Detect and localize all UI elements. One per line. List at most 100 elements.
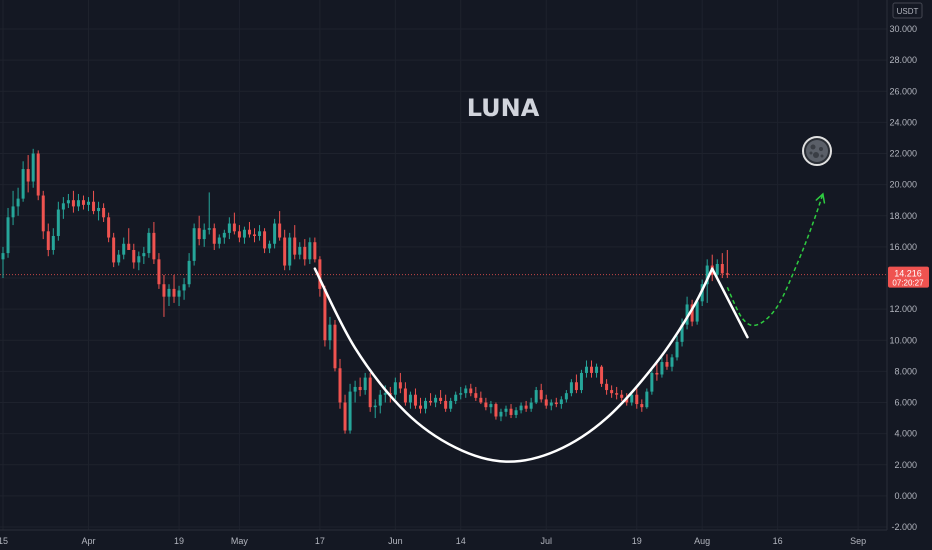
candle <box>16 187 20 216</box>
projection-arrow-head <box>815 192 826 204</box>
candle <box>117 249 121 266</box>
candle <box>92 190 96 215</box>
candle <box>212 223 216 250</box>
y-tick-label: 30.000 <box>889 24 917 34</box>
candle <box>137 251 141 271</box>
candle <box>253 228 256 243</box>
candle <box>363 372 367 395</box>
candle <box>378 390 382 414</box>
candle <box>439 390 443 405</box>
time-scale[interactable]: 15 Apr 19 May 17 Jun 14 Jul 19 Aug 16 Sep <box>0 529 887 546</box>
y-tick-label: 16.000 <box>889 242 917 252</box>
candle <box>479 391 483 405</box>
candle <box>338 358 342 409</box>
y-tick-label: 28.000 <box>889 55 917 65</box>
candle <box>132 243 136 269</box>
y-tick-label: 8.000 <box>894 366 917 376</box>
candle <box>569 379 573 397</box>
candle <box>655 362 659 381</box>
candle <box>640 399 644 412</box>
candle <box>368 372 372 412</box>
x-tick-label: 16 <box>773 536 783 546</box>
candle <box>529 397 533 412</box>
candle <box>393 377 397 400</box>
candle <box>328 316 332 350</box>
x-tick-label: May <box>231 536 249 546</box>
currency-badge[interactable] <box>892 2 923 19</box>
candle <box>66 193 70 208</box>
candle <box>147 228 151 258</box>
candle <box>584 360 588 378</box>
candle <box>590 360 594 378</box>
y-tick-label: 22.000 <box>889 149 917 159</box>
candle <box>474 386 478 401</box>
candle <box>122 237 126 260</box>
candle <box>504 405 508 417</box>
candle <box>283 229 287 271</box>
candle <box>524 400 528 412</box>
y-tick-label: 24.000 <box>889 117 917 127</box>
candle <box>544 394 548 409</box>
candle <box>11 190 15 226</box>
currency-label: USDT <box>897 7 919 16</box>
candle <box>298 242 302 260</box>
candle <box>157 253 161 289</box>
candle <box>273 218 277 249</box>
candle <box>343 394 347 434</box>
candle <box>534 386 538 405</box>
candle <box>459 386 463 400</box>
candle <box>202 223 206 247</box>
candle <box>81 195 85 210</box>
candle <box>720 253 724 278</box>
candle <box>227 217 231 240</box>
candle <box>222 229 226 244</box>
candle <box>31 148 35 188</box>
chart-title: LUNA <box>467 94 540 122</box>
candle <box>142 246 146 264</box>
candle <box>514 407 518 419</box>
candle <box>102 203 106 222</box>
candle <box>187 253 191 288</box>
candle <box>247 221 251 238</box>
luna-coin-icon <box>802 136 832 166</box>
candle <box>554 397 558 408</box>
candle <box>46 223 50 257</box>
candle <box>690 299 694 327</box>
projection-arrow-path <box>726 193 824 327</box>
x-tick-label: Sep <box>850 536 866 546</box>
y-tick-label: 6.000 <box>894 398 917 408</box>
price-scale[interactable]: USDT 30.000 28.000 26.000 24.000 22.000 20.00… <box>886 0 929 532</box>
candle <box>197 215 201 246</box>
candle <box>635 388 639 409</box>
candle <box>308 237 312 264</box>
last-price-value: 14.216 <box>894 269 922 279</box>
x-tick-label: Jun <box>388 536 403 546</box>
candle <box>418 397 422 414</box>
candle <box>595 363 599 378</box>
candle <box>685 296 689 330</box>
y-tick-label: 2.000 <box>894 460 917 470</box>
candle <box>6 207 10 258</box>
candle <box>559 396 563 409</box>
candle <box>549 399 553 411</box>
x-tick-label: 15 <box>0 536 8 546</box>
candle <box>1 246 5 278</box>
candle <box>97 201 101 221</box>
candle <box>333 320 337 372</box>
candle <box>484 397 488 411</box>
candle <box>665 354 669 370</box>
candle <box>519 402 523 414</box>
cup-curve <box>313 267 714 463</box>
cup-and-handle-pattern <box>313 192 826 463</box>
candle <box>21 161 25 202</box>
candle <box>509 404 513 419</box>
candle <box>605 379 609 395</box>
candle <box>61 197 65 219</box>
candle <box>725 249 729 278</box>
x-tick-label: Aug <box>694 536 710 546</box>
chart-settings-corner[interactable] <box>888 531 932 550</box>
candle <box>207 192 211 235</box>
candle <box>258 225 262 241</box>
